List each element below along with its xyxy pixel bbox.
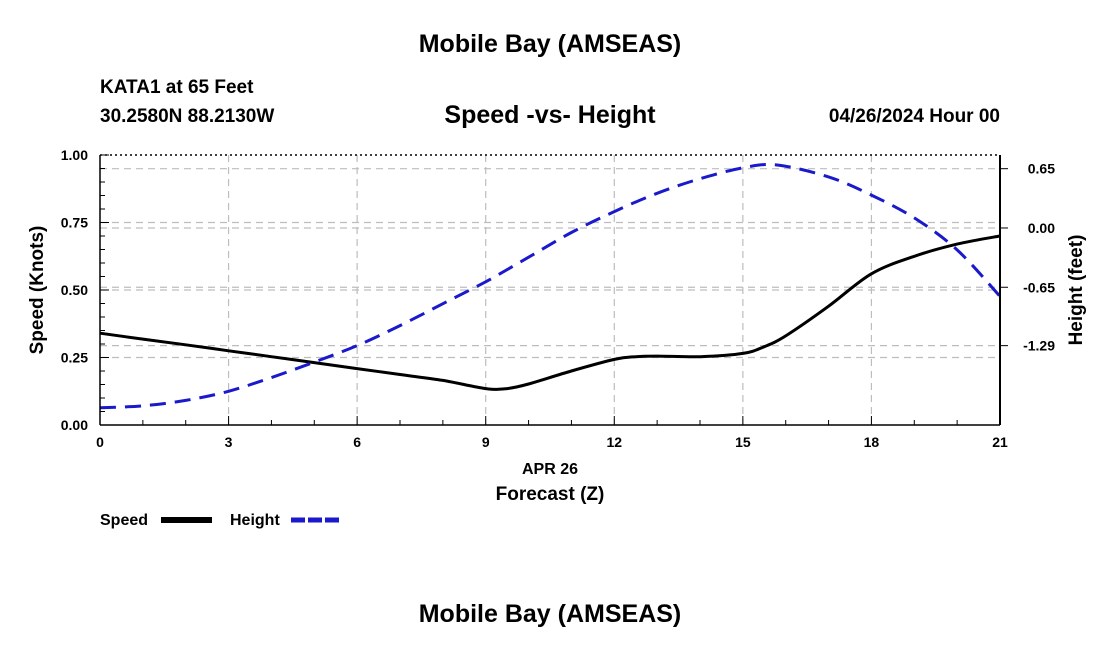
legend-height-label: Height bbox=[230, 512, 280, 529]
footer-title: Mobile Bay (AMSEAS) bbox=[418, 600, 682, 628]
x-tick-label: 18 bbox=[864, 434, 880, 450]
forecast-datetime: 04/26/2024 Hour 00 bbox=[828, 106, 1000, 127]
y2-axis-title: Height (feet) bbox=[1066, 235, 1087, 346]
coordinates-label: 30.2580N 88.2130W bbox=[100, 106, 275, 127]
speed-series-line bbox=[99, 234, 1001, 391]
y2-tick-label: -0.65 bbox=[1023, 279, 1055, 295]
y2-tick-label: 0.00 bbox=[1028, 220, 1055, 236]
station-label: KATA1 at 65 Feet bbox=[100, 77, 254, 98]
x-tick-label: 6 bbox=[353, 434, 361, 450]
y-tick-label: 0.75 bbox=[61, 215, 88, 231]
chart-subtitle: Speed -vs- Height bbox=[444, 101, 656, 129]
y-tick-label: 0.50 bbox=[61, 282, 88, 298]
x-date-label: APR 26 bbox=[522, 461, 578, 478]
x-tick-label: 3 bbox=[225, 434, 233, 450]
y-tick-label: 1.00 bbox=[61, 147, 88, 163]
x-axis-title: Forecast (Z) bbox=[496, 484, 605, 505]
legend-speed-label: Speed bbox=[100, 512, 148, 529]
height-series-line bbox=[99, 162, 1002, 410]
x-tick-label: 0 bbox=[96, 434, 104, 450]
x-tick-label: 21 bbox=[992, 434, 1008, 450]
y2-tick-label: 0.65 bbox=[1028, 161, 1055, 177]
chart-title: Mobile Bay (AMSEAS) bbox=[418, 30, 682, 58]
y-tick-label: 0.00 bbox=[61, 417, 88, 433]
x-tick-label: 9 bbox=[482, 434, 490, 450]
x-tick-label: 15 bbox=[735, 434, 751, 450]
y-tick-label: 0.25 bbox=[61, 350, 88, 366]
x-tick-label: 12 bbox=[606, 434, 622, 450]
y2-tick-label: -1.29 bbox=[1023, 338, 1055, 354]
y-axis-title: Speed (Knots) bbox=[27, 226, 48, 355]
